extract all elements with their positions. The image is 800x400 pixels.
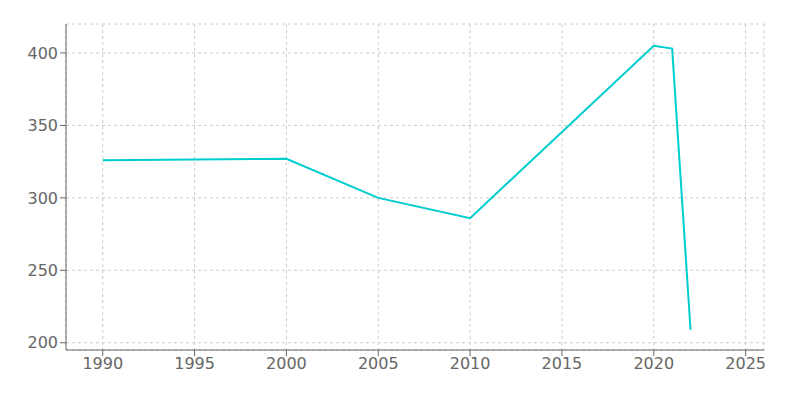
svg-text:250: 250 [27, 261, 58, 280]
svg-text:2005: 2005 [358, 354, 399, 373]
svg-text:2000: 2000 [266, 354, 307, 373]
svg-text:350: 350 [27, 116, 58, 135]
svg-text:1990: 1990 [82, 354, 123, 373]
svg-text:2020: 2020 [633, 354, 674, 373]
svg-text:2025: 2025 [725, 354, 766, 373]
svg-text:400: 400 [27, 44, 58, 63]
svg-text:2010: 2010 [450, 354, 491, 373]
svg-text:200: 200 [27, 333, 58, 352]
svg-text:1995: 1995 [174, 354, 215, 373]
svg-text:2015: 2015 [542, 354, 583, 373]
svg-text:300: 300 [27, 189, 58, 208]
